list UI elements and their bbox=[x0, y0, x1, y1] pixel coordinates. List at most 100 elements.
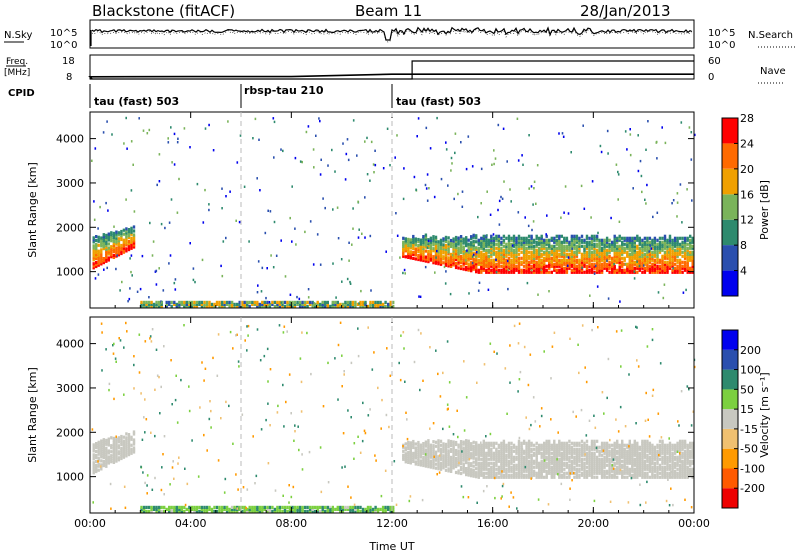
cell-1 bbox=[527, 473, 531, 477]
cell-1 bbox=[598, 244, 601, 248]
scatter-point bbox=[537, 293, 539, 296]
cell-0 bbox=[105, 235, 108, 239]
cell-0 bbox=[122, 453, 126, 457]
cell-1 bbox=[444, 456, 448, 460]
scatter-point bbox=[668, 251, 670, 254]
cell-1 bbox=[583, 250, 586, 254]
cell-1 bbox=[490, 473, 493, 477]
scatter-point bbox=[369, 179, 371, 182]
cell-1 bbox=[618, 256, 621, 260]
cell-1 bbox=[590, 469, 594, 473]
scatter-point bbox=[130, 189, 133, 192]
cell-1 bbox=[548, 453, 551, 457]
cell-1 bbox=[631, 236, 634, 240]
cell-1 bbox=[623, 455, 626, 459]
cell-1 bbox=[580, 252, 584, 256]
cell-1 bbox=[444, 259, 448, 263]
cell-1 bbox=[633, 473, 636, 477]
cell-2 bbox=[160, 304, 163, 308]
cell-1 bbox=[424, 259, 428, 263]
cell-1 bbox=[447, 443, 450, 447]
cell-1 bbox=[676, 475, 679, 479]
cell-1 bbox=[603, 242, 606, 246]
scatter-point bbox=[217, 333, 220, 336]
cell-0 bbox=[130, 447, 133, 451]
cell-1 bbox=[404, 255, 407, 259]
cell-1 bbox=[643, 461, 647, 465]
cell-1 bbox=[578, 260, 581, 264]
cell-1 bbox=[543, 455, 546, 459]
cell-1 bbox=[628, 451, 631, 455]
cell-1 bbox=[631, 455, 634, 459]
cell-2 bbox=[291, 304, 294, 308]
cell-1 bbox=[462, 470, 465, 474]
cell-1 bbox=[648, 268, 652, 272]
cell-1 bbox=[626, 461, 629, 465]
cell-1 bbox=[676, 252, 679, 256]
cell-0 bbox=[112, 436, 116, 440]
cell-1 bbox=[666, 471, 669, 475]
cell-1 bbox=[605, 443, 609, 447]
cell-1 bbox=[452, 466, 455, 470]
scatter-point bbox=[506, 259, 509, 263]
scatter-point bbox=[427, 239, 430, 243]
scatter-point bbox=[319, 119, 321, 123]
cell-1 bbox=[427, 463, 430, 467]
cell-1 bbox=[651, 252, 654, 256]
freq-left-tick-bottom: 8 bbox=[66, 72, 72, 83]
cell-1 bbox=[603, 455, 606, 459]
cell-1 bbox=[452, 245, 455, 249]
cell-1 bbox=[683, 449, 687, 453]
cell-1 bbox=[475, 248, 478, 252]
cell-1 bbox=[605, 264, 609, 268]
cell-1 bbox=[578, 240, 581, 244]
cell-1 bbox=[527, 240, 531, 244]
cell-2 bbox=[220, 505, 224, 509]
cell-1 bbox=[681, 461, 684, 465]
cell-1 bbox=[623, 248, 626, 252]
scatter-point bbox=[300, 410, 303, 413]
cell-1 bbox=[545, 445, 548, 449]
cell-1 bbox=[550, 246, 553, 250]
cell-1 bbox=[563, 453, 566, 457]
cell-2 bbox=[326, 507, 329, 511]
cell-1 bbox=[502, 449, 506, 453]
cell-1 bbox=[563, 473, 566, 477]
cell-1 bbox=[663, 451, 667, 455]
cell-1 bbox=[673, 455, 677, 459]
scatter-point bbox=[642, 264, 645, 267]
cell-2 bbox=[331, 302, 334, 306]
cell-1 bbox=[633, 449, 636, 453]
cell-2 bbox=[273, 304, 277, 308]
scatter-point bbox=[357, 327, 359, 330]
cell-1 bbox=[570, 455, 574, 459]
cell-1 bbox=[497, 471, 501, 475]
cell-1 bbox=[402, 236, 405, 240]
scatter-point bbox=[527, 383, 530, 387]
scatter-point bbox=[445, 148, 448, 151]
cell-1 bbox=[495, 268, 498, 272]
cell-0 bbox=[132, 237, 136, 241]
scatter-point bbox=[471, 261, 474, 265]
cell-0 bbox=[92, 238, 95, 242]
cell-1 bbox=[512, 473, 516, 477]
cell-1 bbox=[517, 252, 521, 256]
cell-1 bbox=[605, 242, 609, 246]
cell-1 bbox=[623, 451, 626, 455]
cell-0 bbox=[105, 255, 108, 259]
cell-1 bbox=[480, 264, 483, 268]
cell-1 bbox=[437, 467, 440, 471]
cell-1 bbox=[407, 253, 410, 257]
cell-2 bbox=[215, 509, 219, 513]
cell-1 bbox=[487, 471, 490, 475]
cell-1 bbox=[520, 467, 523, 471]
cell-1 bbox=[686, 451, 689, 455]
cell-1 bbox=[485, 268, 488, 272]
scatter-point bbox=[349, 280, 351, 284]
cell-2 bbox=[288, 300, 292, 304]
cell-2 bbox=[193, 302, 196, 306]
cell-1 bbox=[666, 270, 669, 274]
cell-1 bbox=[429, 445, 433, 449]
cell-0 bbox=[122, 443, 126, 447]
cell-1 bbox=[512, 254, 516, 258]
